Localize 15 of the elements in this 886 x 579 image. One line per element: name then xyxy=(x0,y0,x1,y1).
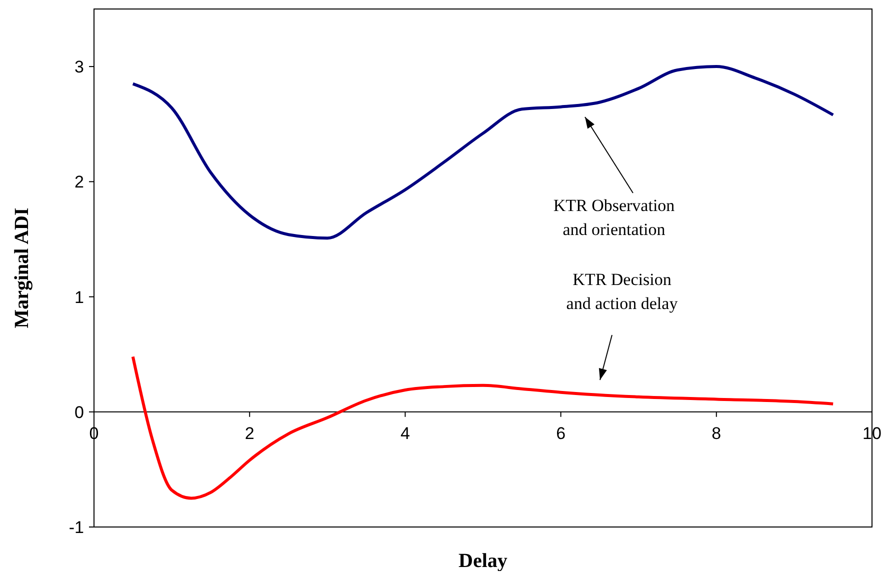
x-tick-label: 8 xyxy=(712,424,722,443)
y-tick-label: -1 xyxy=(68,518,84,537)
x-axis-title: Delay xyxy=(458,550,508,572)
line-series xyxy=(131,355,835,500)
y-tick-label: 3 xyxy=(74,58,84,77)
y-axis-title: Marginal ADI xyxy=(11,208,33,328)
annotation: KTR Observation and orientation xyxy=(553,196,676,239)
x-tick-label: 2 xyxy=(244,424,254,443)
x-tick-label: 6 xyxy=(556,424,566,443)
annotation: KTR Decision and action delay xyxy=(566,270,678,313)
x-tick-label: 4 xyxy=(400,424,410,443)
line-series xyxy=(131,65,835,240)
y-tick-label: 2 xyxy=(74,172,84,192)
y-tick-label: 1 xyxy=(74,288,84,307)
y-tick-label: 0 xyxy=(74,402,84,422)
